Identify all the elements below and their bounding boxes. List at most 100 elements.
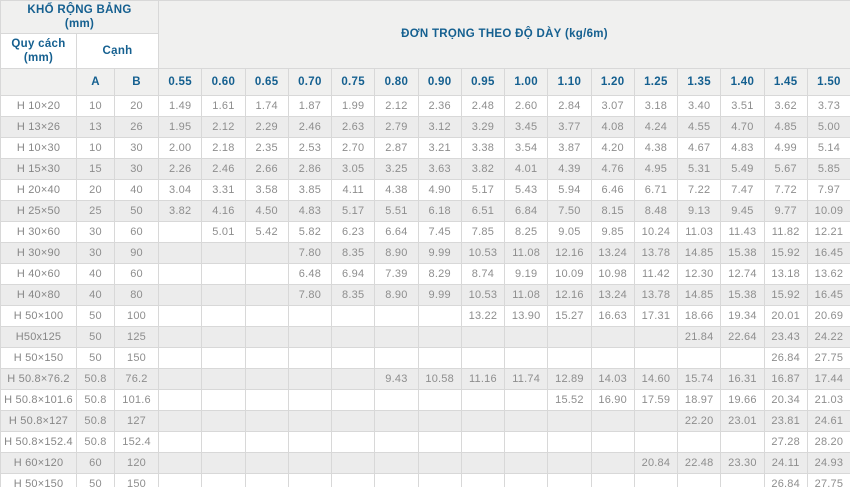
weight-cell: 22.20 xyxy=(677,410,722,432)
weight-cell: 1.74 xyxy=(244,95,289,117)
weight-cell: 3.18 xyxy=(633,95,679,117)
thickness-header: 0.80 xyxy=(374,68,419,96)
row-label: H 25×50 xyxy=(0,200,77,222)
weight-cell xyxy=(374,473,419,487)
side-b-cell: 80 xyxy=(113,284,160,306)
spec-subheader-empty xyxy=(0,68,77,96)
weight-cell: 4.08 xyxy=(590,116,635,138)
weight-cell: 21.03 xyxy=(806,389,850,411)
weight-cell: 23.01 xyxy=(720,410,765,432)
weight-cell: 3.77 xyxy=(547,116,592,138)
weight-cell: 15.38 xyxy=(720,242,765,264)
table-row: H 20×40 20 40 3.04 3.31 3.58 3.85 4.11 4.38 4.90 5… xyxy=(0,179,850,201)
weight-cell: 17.44 xyxy=(806,368,850,390)
weight-cell xyxy=(417,410,462,432)
weight-cell: 7.80 xyxy=(287,284,333,306)
weight-cell: 5.17 xyxy=(331,200,376,222)
row-label: H 13×26 xyxy=(0,116,77,138)
weight-cell xyxy=(287,389,333,411)
weight-cell: 11.03 xyxy=(677,221,722,243)
weight-cell: 24.11 xyxy=(763,452,808,474)
weight-cell: 5.94 xyxy=(547,179,592,201)
weight-cell xyxy=(287,431,333,453)
weight-cell xyxy=(201,389,246,411)
row-label: H 50.8×152.4 xyxy=(0,431,77,453)
weight-cell xyxy=(158,389,203,411)
side-a-cell: 50.8 xyxy=(76,410,115,432)
table-row: H 30×60 30 60 5.01 5.42 5.82 6.23 6.64 7.45 7.85 8… xyxy=(0,221,850,243)
thickness-header: 0.75 xyxy=(331,68,376,96)
row-label: H 20×40 xyxy=(0,179,77,201)
weight-cell: 6.71 xyxy=(633,179,679,201)
weight-cell: 17.59 xyxy=(633,389,679,411)
weight-cell xyxy=(287,452,333,474)
weight-cell: 8.35 xyxy=(331,284,376,306)
weight-cell: 26.84 xyxy=(763,347,808,369)
weight-cell: 27.75 xyxy=(806,347,850,369)
weight-cell: 4.24 xyxy=(633,116,679,138)
weight-cell: 26.84 xyxy=(763,473,808,487)
weight-cell: 2.84 xyxy=(547,95,592,117)
weight-cell xyxy=(201,368,246,390)
weight-cell: 3.29 xyxy=(460,116,506,138)
weight-cell: 3.85 xyxy=(287,179,333,201)
table-row: H 25×50 25 50 3.82 4.16 4.50 4.83 5.17 5.51 6.18 6… xyxy=(0,200,850,222)
table-row: H 60×120 60 120 20.84 22.48 23.30 24.11 24.93 xyxy=(0,452,850,474)
weight-cell: 22.48 xyxy=(677,452,722,474)
weight-cell xyxy=(158,431,203,453)
weight-cell xyxy=(158,473,203,487)
thickness-header: 1.45 xyxy=(763,68,808,96)
side-a-cell: 50 xyxy=(76,305,115,327)
weight-cell: 4.50 xyxy=(244,200,289,222)
weight-cell: 9.77 xyxy=(763,200,808,222)
table-row: H 50×150 50 150 26.84 27.75 xyxy=(0,473,850,487)
weight-cell xyxy=(287,473,333,487)
table-row: H 13×26 13 26 1.95 2.12 2.29 2.46 2.63 2.79 3.12 3… xyxy=(0,116,850,138)
weight-cell: 5.17 xyxy=(460,179,506,201)
row-label: H 40×80 xyxy=(0,284,77,306)
thickness-header: 1.20 xyxy=(590,68,635,96)
weight-cell: 16.31 xyxy=(720,368,765,390)
weight-cell xyxy=(417,389,462,411)
side-b-cell: 150 xyxy=(113,347,160,369)
weight-cell: 16.90 xyxy=(590,389,635,411)
weight-cell xyxy=(590,452,635,474)
width-group-title-line2: (mm) xyxy=(64,18,95,30)
weight-cell xyxy=(460,410,506,432)
side-a-cell: 25 xyxy=(76,200,115,222)
weight-cell: 3.12 xyxy=(417,116,462,138)
weight-cell: 4.16 xyxy=(201,200,246,222)
row-label: H 50×150 xyxy=(0,347,77,369)
weight-cell: 14.03 xyxy=(590,368,635,390)
weight-cell: 2.29 xyxy=(244,116,289,138)
row-label: H 50×150 xyxy=(0,473,77,487)
weight-cell xyxy=(504,410,549,432)
weight-cell: 15.92 xyxy=(763,242,808,264)
side-a-cell: 50.8 xyxy=(76,389,115,411)
weight-cell: 15.74 xyxy=(677,368,722,390)
weight-cell: 15.52 xyxy=(547,389,592,411)
side-b-cell: 40 xyxy=(113,179,160,201)
weight-cell: 3.82 xyxy=(158,200,203,222)
weight-cell: 4.55 xyxy=(677,116,722,138)
weight-cell: 5.82 xyxy=(287,221,333,243)
weight-cell xyxy=(244,452,289,474)
weight-cell: 10.58 xyxy=(417,368,462,390)
weight-cell: 5.49 xyxy=(720,158,765,180)
weight-cell: 4.99 xyxy=(763,137,808,159)
weight-cell xyxy=(374,326,419,348)
weight-cell: 4.85 xyxy=(763,116,808,138)
weight-cell xyxy=(158,221,203,243)
weight-cell xyxy=(331,305,376,327)
weight-cell: 1.87 xyxy=(287,95,333,117)
weight-cell: 3.45 xyxy=(504,116,549,138)
side-b-cell: 125 xyxy=(113,326,160,348)
weight-cell xyxy=(201,242,246,264)
weight-cell xyxy=(460,389,506,411)
weight-cell: 6.94 xyxy=(331,263,376,285)
table-row: H 10×30 10 30 2.00 2.18 2.35 2.53 2.70 2.87 3.21 3… xyxy=(0,137,850,159)
weight-cell xyxy=(460,326,506,348)
weight-cell: 6.18 xyxy=(417,200,462,222)
thickness-header: 1.35 xyxy=(677,68,722,96)
side-a-cell: 40 xyxy=(76,263,115,285)
